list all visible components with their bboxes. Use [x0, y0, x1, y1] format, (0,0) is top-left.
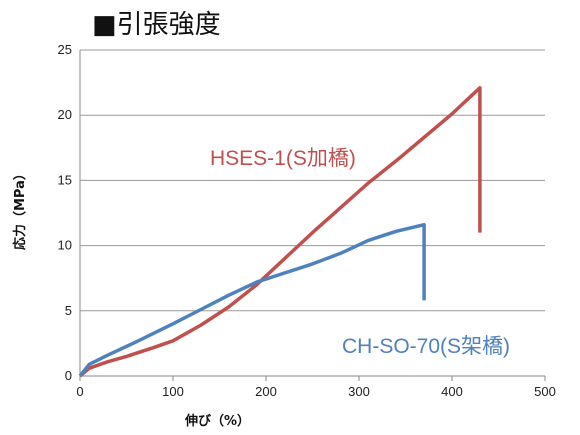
x-tick-200: 200	[255, 384, 277, 399]
y-tick-0: 0	[65, 368, 72, 383]
x-tick-0: 0	[76, 384, 83, 399]
y-axis-label: 応力（MPa）	[12, 167, 28, 250]
y-tick-20: 20	[58, 107, 72, 122]
x-tick-400: 400	[441, 384, 463, 399]
plot-area	[80, 50, 545, 376]
y-tick-15: 15	[58, 172, 72, 187]
series-line-0	[78, 86, 482, 378]
axes	[79, 50, 546, 381]
series-line-1	[78, 222, 426, 378]
gridlines	[80, 49, 545, 312]
x-tick-labels: 0 100 200 300 400 500	[76, 384, 555, 399]
x-tick-300: 300	[348, 384, 370, 399]
series-annotation-hses: HSES-1(S加橋)	[210, 147, 356, 170]
y-tick-5: 5	[65, 303, 72, 318]
series-annotation-chso: CH-SO-70(S架橋)	[342, 335, 510, 358]
x-tick-500: 500	[534, 384, 556, 399]
x-tick-100: 100	[162, 384, 184, 399]
series-lines	[78, 86, 482, 378]
y-tick-25: 25	[58, 42, 72, 57]
y-tick-labels: 0 5 10 15 20 25	[58, 42, 72, 383]
y-tick-10: 10	[58, 238, 72, 253]
chart-title: ■引張強度	[92, 10, 221, 40]
x-axis-label: 伸び（%）	[184, 413, 250, 429]
